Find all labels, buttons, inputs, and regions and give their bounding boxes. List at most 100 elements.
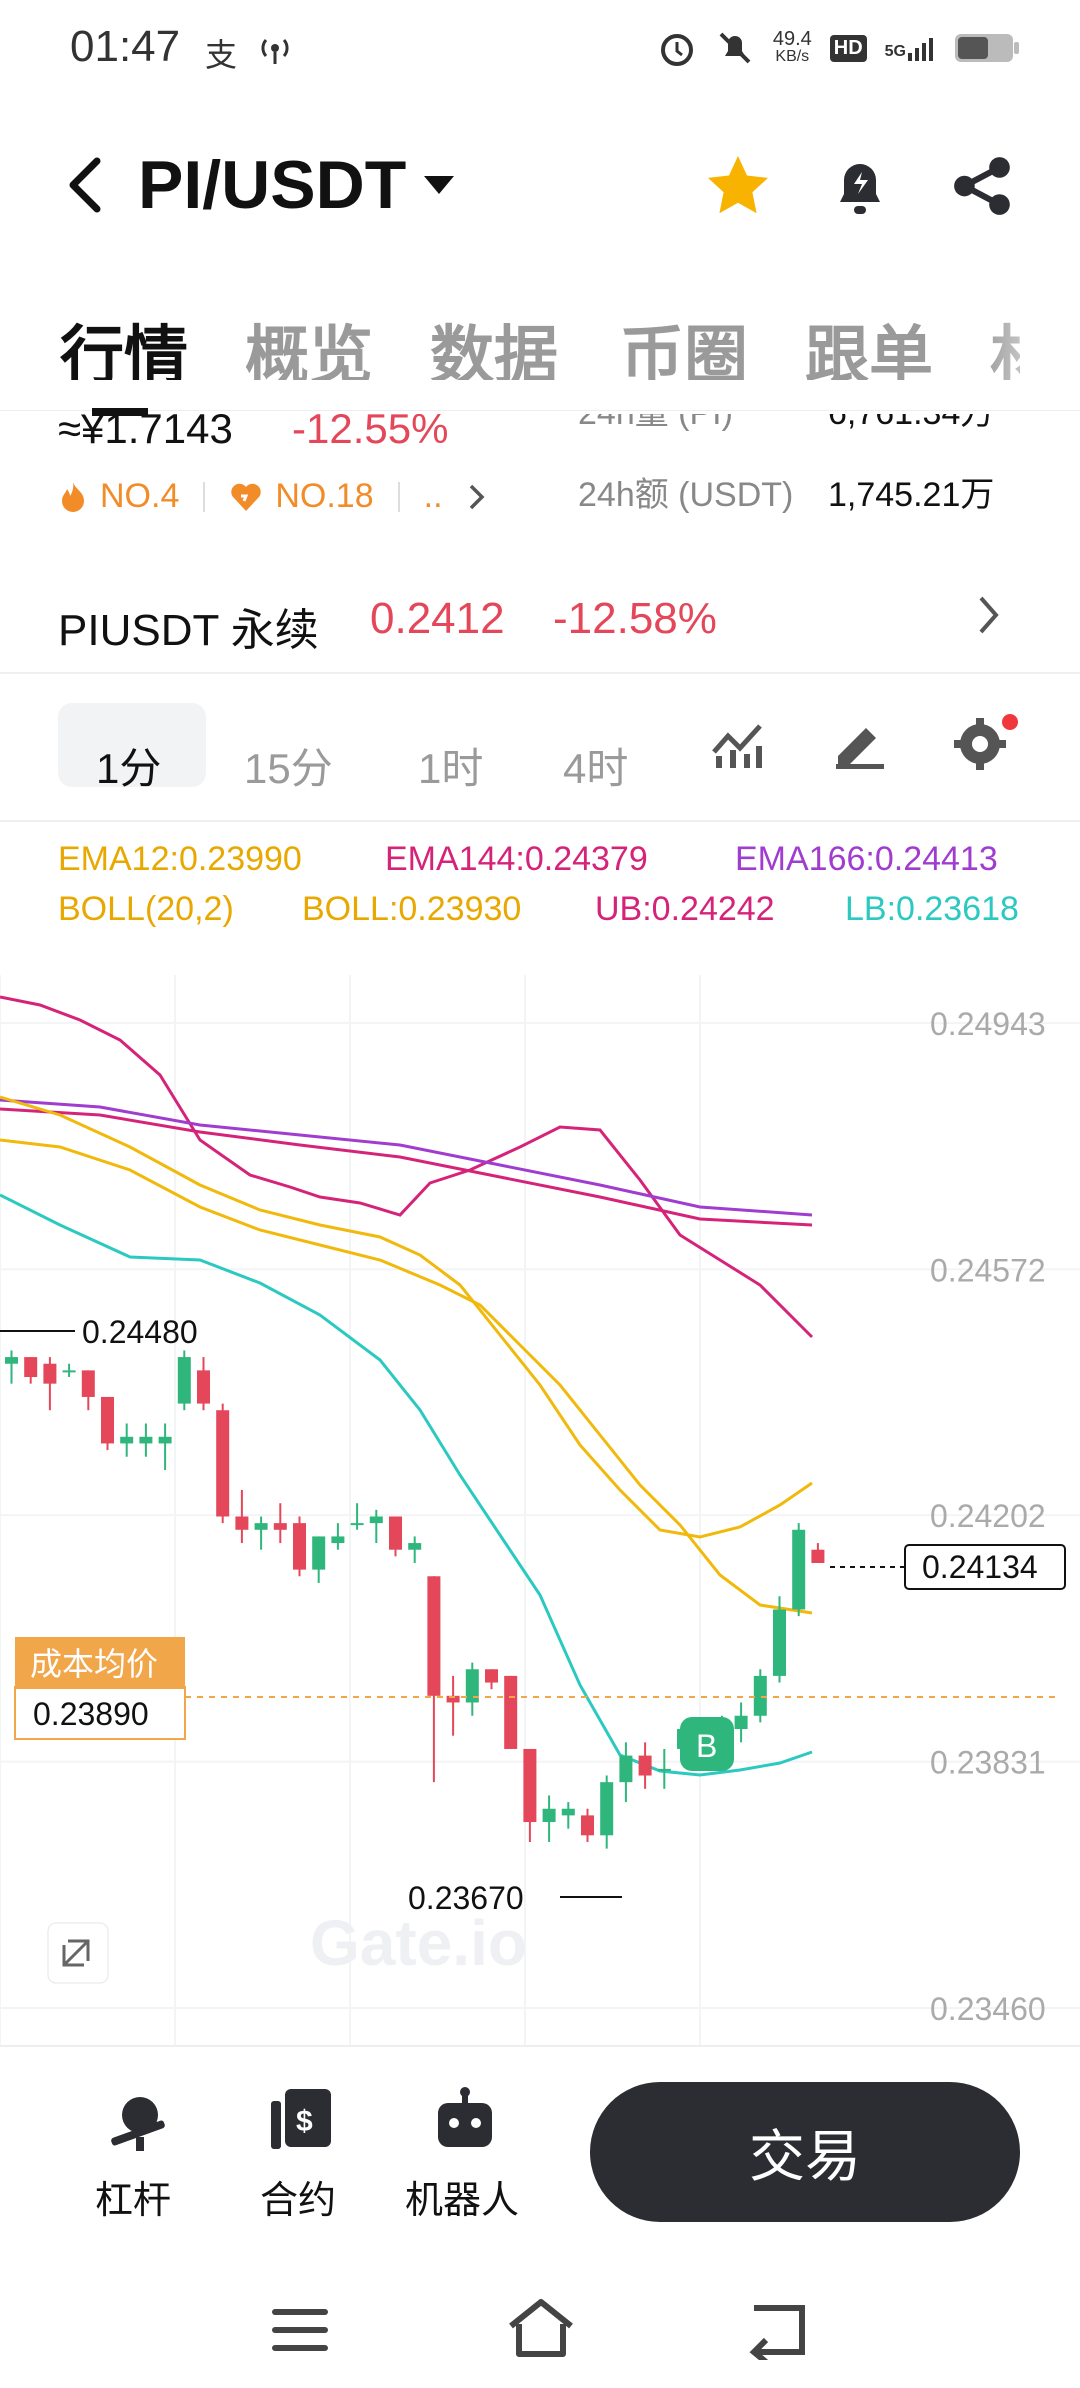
boll-lb-label: LB:0.23618 — [845, 890, 1019, 928]
candle-body — [139, 1436, 153, 1444]
leverage-label: 杠杆 — [95, 2180, 172, 2222]
divider — [0, 410, 1080, 411]
candle-body — [24, 1357, 38, 1378]
ema144-label: EMA144:0.24379 — [385, 840, 648, 878]
turnover-label: 24h额 (USDT) — [578, 476, 794, 514]
settings-icon[interactable] — [950, 712, 1020, 772]
draw-pen-icon[interactable] — [832, 718, 888, 770]
leverage-icon — [111, 2097, 165, 2151]
robot-icon — [438, 2087, 492, 2147]
turnover-value: 1,745.21万 — [828, 476, 995, 514]
share-button[interactable] — [945, 148, 1021, 224]
menu-nav-icon[interactable] — [270, 2305, 330, 2355]
y-tick-label: 0.24572 — [930, 1252, 1046, 1288]
watermark-text: Gate.io — [310, 1907, 527, 1979]
share-icon — [954, 157, 1010, 215]
boll-mid-line — [0, 1138, 813, 1615]
rank-badges[interactable]: NO.4 NO.18 .. — [58, 477, 489, 516]
indicator-lines — [0, 995, 814, 1777]
candle-body — [619, 1755, 633, 1783]
heart-icon — [231, 483, 262, 511]
perpetual-row[interactable]: PIUSDT 永续 0.2412 -12.58% — [0, 580, 1080, 672]
buy-marker-label: B — [696, 1728, 717, 1764]
rank-more: .. — [423, 477, 443, 515]
candle-body — [811, 1549, 825, 1563]
y-axis-labels: 0.24943 0.24572 0.24202 0.23831 0.23460 — [930, 1006, 1046, 2027]
star-icon — [708, 156, 768, 214]
alarm-icon — [660, 34, 693, 66]
candle-body — [581, 1815, 594, 1836]
candle-body — [408, 1543, 422, 1550]
candle-body — [657, 1768, 671, 1771]
ema166-label: EMA166:0.24413 — [735, 840, 998, 878]
contract-button[interactable]: $ 合约 — [255, 2085, 350, 2235]
candle-body — [792, 1529, 806, 1610]
low-label: 0.23670 — [408, 1880, 524, 1916]
y-tick-label: 0.23460 — [930, 1991, 1046, 2027]
candle-body — [600, 1782, 614, 1836]
candle-body — [235, 1516, 249, 1530]
buy-marker — [680, 1717, 734, 1771]
candle-body — [369, 1516, 383, 1524]
chevron-left-icon — [69, 157, 101, 213]
favorite-button[interactable] — [700, 148, 776, 224]
status-bar: 01:47 支 49.4 KB/s HD 5G — [0, 0, 1080, 100]
cost-label: 成本均价 — [30, 1646, 158, 1682]
candle-body — [81, 1370, 95, 1397]
battery-icon — [955, 34, 1019, 62]
ub-line — [0, 995, 814, 1339]
timeframe-1h[interactable]: 1时 — [418, 745, 484, 792]
tab-fade — [980, 300, 1080, 390]
candle-body — [389, 1516, 402, 1550]
back-nav-icon[interactable] — [748, 2300, 812, 2360]
timeframe-15m[interactable]: 15分 — [244, 745, 333, 792]
indicator-icon[interactable] — [710, 718, 766, 770]
candle-body — [734, 1715, 748, 1730]
candle-body — [177, 1357, 191, 1404]
chart-grid — [0, 975, 1080, 2045]
status-time: 01:47 — [70, 22, 181, 71]
rank-hot: NO.4 — [100, 477, 180, 515]
timeframe-4h[interactable]: 4时 — [563, 745, 629, 792]
home-nav-icon[interactable] — [505, 2296, 577, 2360]
candle-body — [350, 1523, 364, 1526]
rank-fav: NO.18 — [275, 477, 374, 515]
divider — [0, 672, 1080, 674]
cost-value-box — [14, 1686, 186, 1740]
ema144-line — [0, 1107, 813, 1227]
bell-alert-icon — [840, 164, 880, 214]
candle-body — [120, 1436, 134, 1444]
leverage-button[interactable]: 杠杆 — [90, 2085, 185, 2235]
candle-body — [523, 1748, 537, 1823]
price-alert-button[interactable] — [822, 148, 898, 224]
divider — [0, 2045, 1080, 2047]
y-tick-label: 0.23831 — [930, 1745, 1046, 1781]
trade-button[interactable]: 交易 — [590, 2082, 1020, 2222]
candle-body — [158, 1436, 172, 1444]
candle-body — [254, 1523, 268, 1530]
price-summary: ≈¥1.7143 -12.55% 24h量 (PI) 6,761.34万 24h… — [0, 405, 1080, 565]
y-tick-label: 0.24202 — [930, 1498, 1046, 1534]
fullscreen-icon[interactable] — [47, 1922, 109, 1984]
boll-label: BOLL(20,2) — [58, 890, 234, 928]
candle-body — [753, 1675, 767, 1716]
pair-selector[interactable]: PI/USDT — [138, 146, 456, 224]
hd-badge: HD — [829, 34, 867, 62]
candle-body — [331, 1536, 345, 1544]
candle-body — [43, 1363, 57, 1384]
candle-body — [485, 1669, 498, 1683]
divider — [0, 820, 1080, 822]
current-price-label: 0.24134 — [922, 1549, 1038, 1585]
timeframe-1m[interactable]: 1分 — [96, 745, 162, 792]
candle-body — [504, 1675, 518, 1749]
scroll-mask — [0, 380, 1080, 414]
robot-button[interactable]: 机器人 — [400, 2085, 530, 2235]
candle-body — [101, 1396, 114, 1444]
boll-mid-label: BOLL:0.23930 — [302, 890, 522, 928]
back-button[interactable] — [55, 150, 115, 220]
candle-body — [62, 1370, 76, 1373]
flame-icon — [62, 481, 84, 512]
candle-body — [773, 1609, 786, 1676]
header: PI/USDT — [0, 130, 1080, 240]
kline-chart[interactable]: Gate.io 0.24943 0.24572 0.24202 0.23831 0.23… — [0, 975, 1080, 2045]
